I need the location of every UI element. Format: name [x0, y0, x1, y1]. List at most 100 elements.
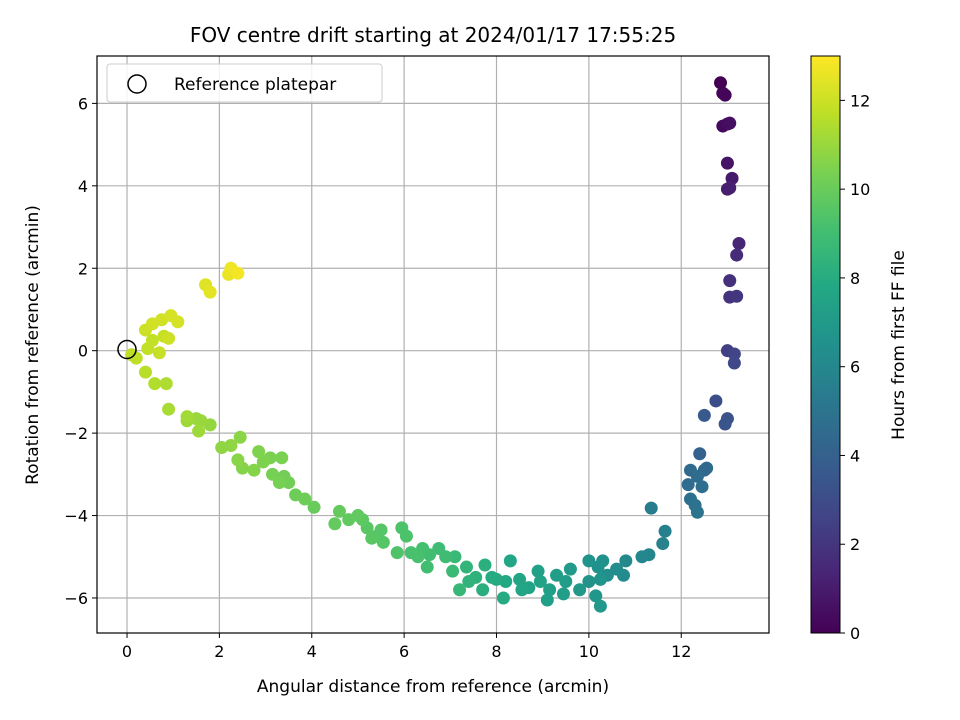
data-point [247, 463, 261, 477]
data-point [289, 488, 303, 502]
data-point [723, 181, 737, 195]
data-point [582, 574, 596, 588]
data-point [720, 156, 734, 170]
x-tick-label: 10 [579, 642, 599, 661]
data-point [448, 550, 462, 564]
data-point [693, 447, 707, 461]
data-point [162, 402, 176, 416]
y-tick-label: 6 [78, 94, 88, 113]
data-point [307, 500, 321, 514]
data-point [513, 572, 527, 586]
data-point [723, 116, 737, 130]
y-axis-ticks: −6 −4 −2 0 2 4 6 [64, 94, 97, 608]
data-point [681, 478, 695, 492]
data-point [695, 480, 709, 494]
data-point [231, 266, 245, 280]
data-point [332, 504, 346, 518]
data-point [145, 333, 159, 347]
colorbar [810, 55, 841, 634]
data-point [148, 377, 162, 391]
data-point [420, 560, 434, 574]
data-point [515, 583, 529, 597]
data-point [714, 76, 728, 90]
data-point [459, 560, 473, 574]
data-point [658, 524, 672, 538]
data-point [404, 546, 418, 560]
plot-frame [96, 55, 770, 634]
data-point [162, 331, 176, 345]
data-point [619, 554, 633, 568]
x-tick-label: 8 [491, 642, 501, 661]
data-point [563, 562, 577, 576]
data-point [644, 501, 658, 515]
colorbar-tick-label: 0 [850, 624, 860, 643]
legend-marker [127, 74, 147, 94]
grid [97, 56, 769, 633]
data-point [718, 417, 732, 431]
reference-point-marker [117, 339, 137, 360]
data-point [374, 523, 388, 537]
data-point [543, 583, 557, 597]
x-axis-ticks: 0 2 4 6 8 10 12 [122, 633, 691, 661]
data-point [485, 570, 499, 584]
y-tick-label: 4 [78, 177, 88, 196]
data-point [556, 587, 570, 601]
data-point [700, 461, 714, 475]
data-point [496, 591, 510, 605]
y-axis-label: Rotation from reference (arcmin) [23, 205, 43, 485]
data-point [365, 531, 379, 545]
data-point [593, 572, 607, 586]
y-tick-label: −6 [64, 589, 88, 608]
data-point [231, 453, 245, 467]
colorbar-tick-label: 10 [850, 180, 870, 199]
data-point [723, 274, 737, 288]
legend: Reference platepar [106, 63, 383, 103]
data-point [709, 394, 723, 408]
data-point [399, 529, 413, 543]
data-point [152, 346, 166, 360]
data-point [192, 424, 206, 438]
data-point [690, 505, 704, 519]
data-point [266, 467, 280, 481]
data-point [727, 356, 741, 370]
data-point [690, 469, 704, 483]
data-point [180, 410, 194, 424]
data-point [593, 599, 607, 613]
data-point [582, 554, 596, 568]
colorbar-label: Hours from first FF file [889, 250, 909, 440]
x-tick-label: 0 [122, 642, 132, 661]
y-tick-label: −4 [64, 507, 88, 526]
colorbar-tick-label: 8 [850, 269, 860, 288]
data-point [727, 347, 741, 361]
data-point [533, 574, 547, 588]
data-point [718, 88, 732, 102]
data-point [446, 564, 460, 578]
data-point [635, 550, 649, 564]
legend-label: Reference platepar [174, 75, 336, 95]
x-tick-label: 2 [214, 642, 224, 661]
data-point [730, 289, 744, 303]
data-point [610, 562, 624, 576]
data-point [503, 554, 517, 568]
x-tick-label: 12 [671, 642, 691, 661]
data-point [432, 542, 446, 556]
colorbar-tick-label: 6 [850, 358, 860, 377]
data-point [589, 589, 603, 603]
data-point [203, 285, 217, 299]
data-point [328, 517, 342, 531]
data-point [159, 377, 173, 391]
data-point [596, 554, 610, 568]
data-point [550, 568, 564, 582]
data-point [462, 574, 476, 588]
data-point [215, 441, 229, 455]
data-point [559, 574, 573, 588]
y-tick-label: −2 [64, 424, 88, 443]
data-point [656, 537, 670, 551]
chart-title: FOV centre drift starting at 2024/01/17 … [190, 23, 676, 47]
x-tick-label: 6 [399, 642, 409, 661]
x-axis-label: Angular distance from reference (arcmin) [257, 677, 609, 697]
data-point [732, 237, 746, 251]
data-point [256, 455, 270, 469]
data-point [138, 365, 152, 379]
